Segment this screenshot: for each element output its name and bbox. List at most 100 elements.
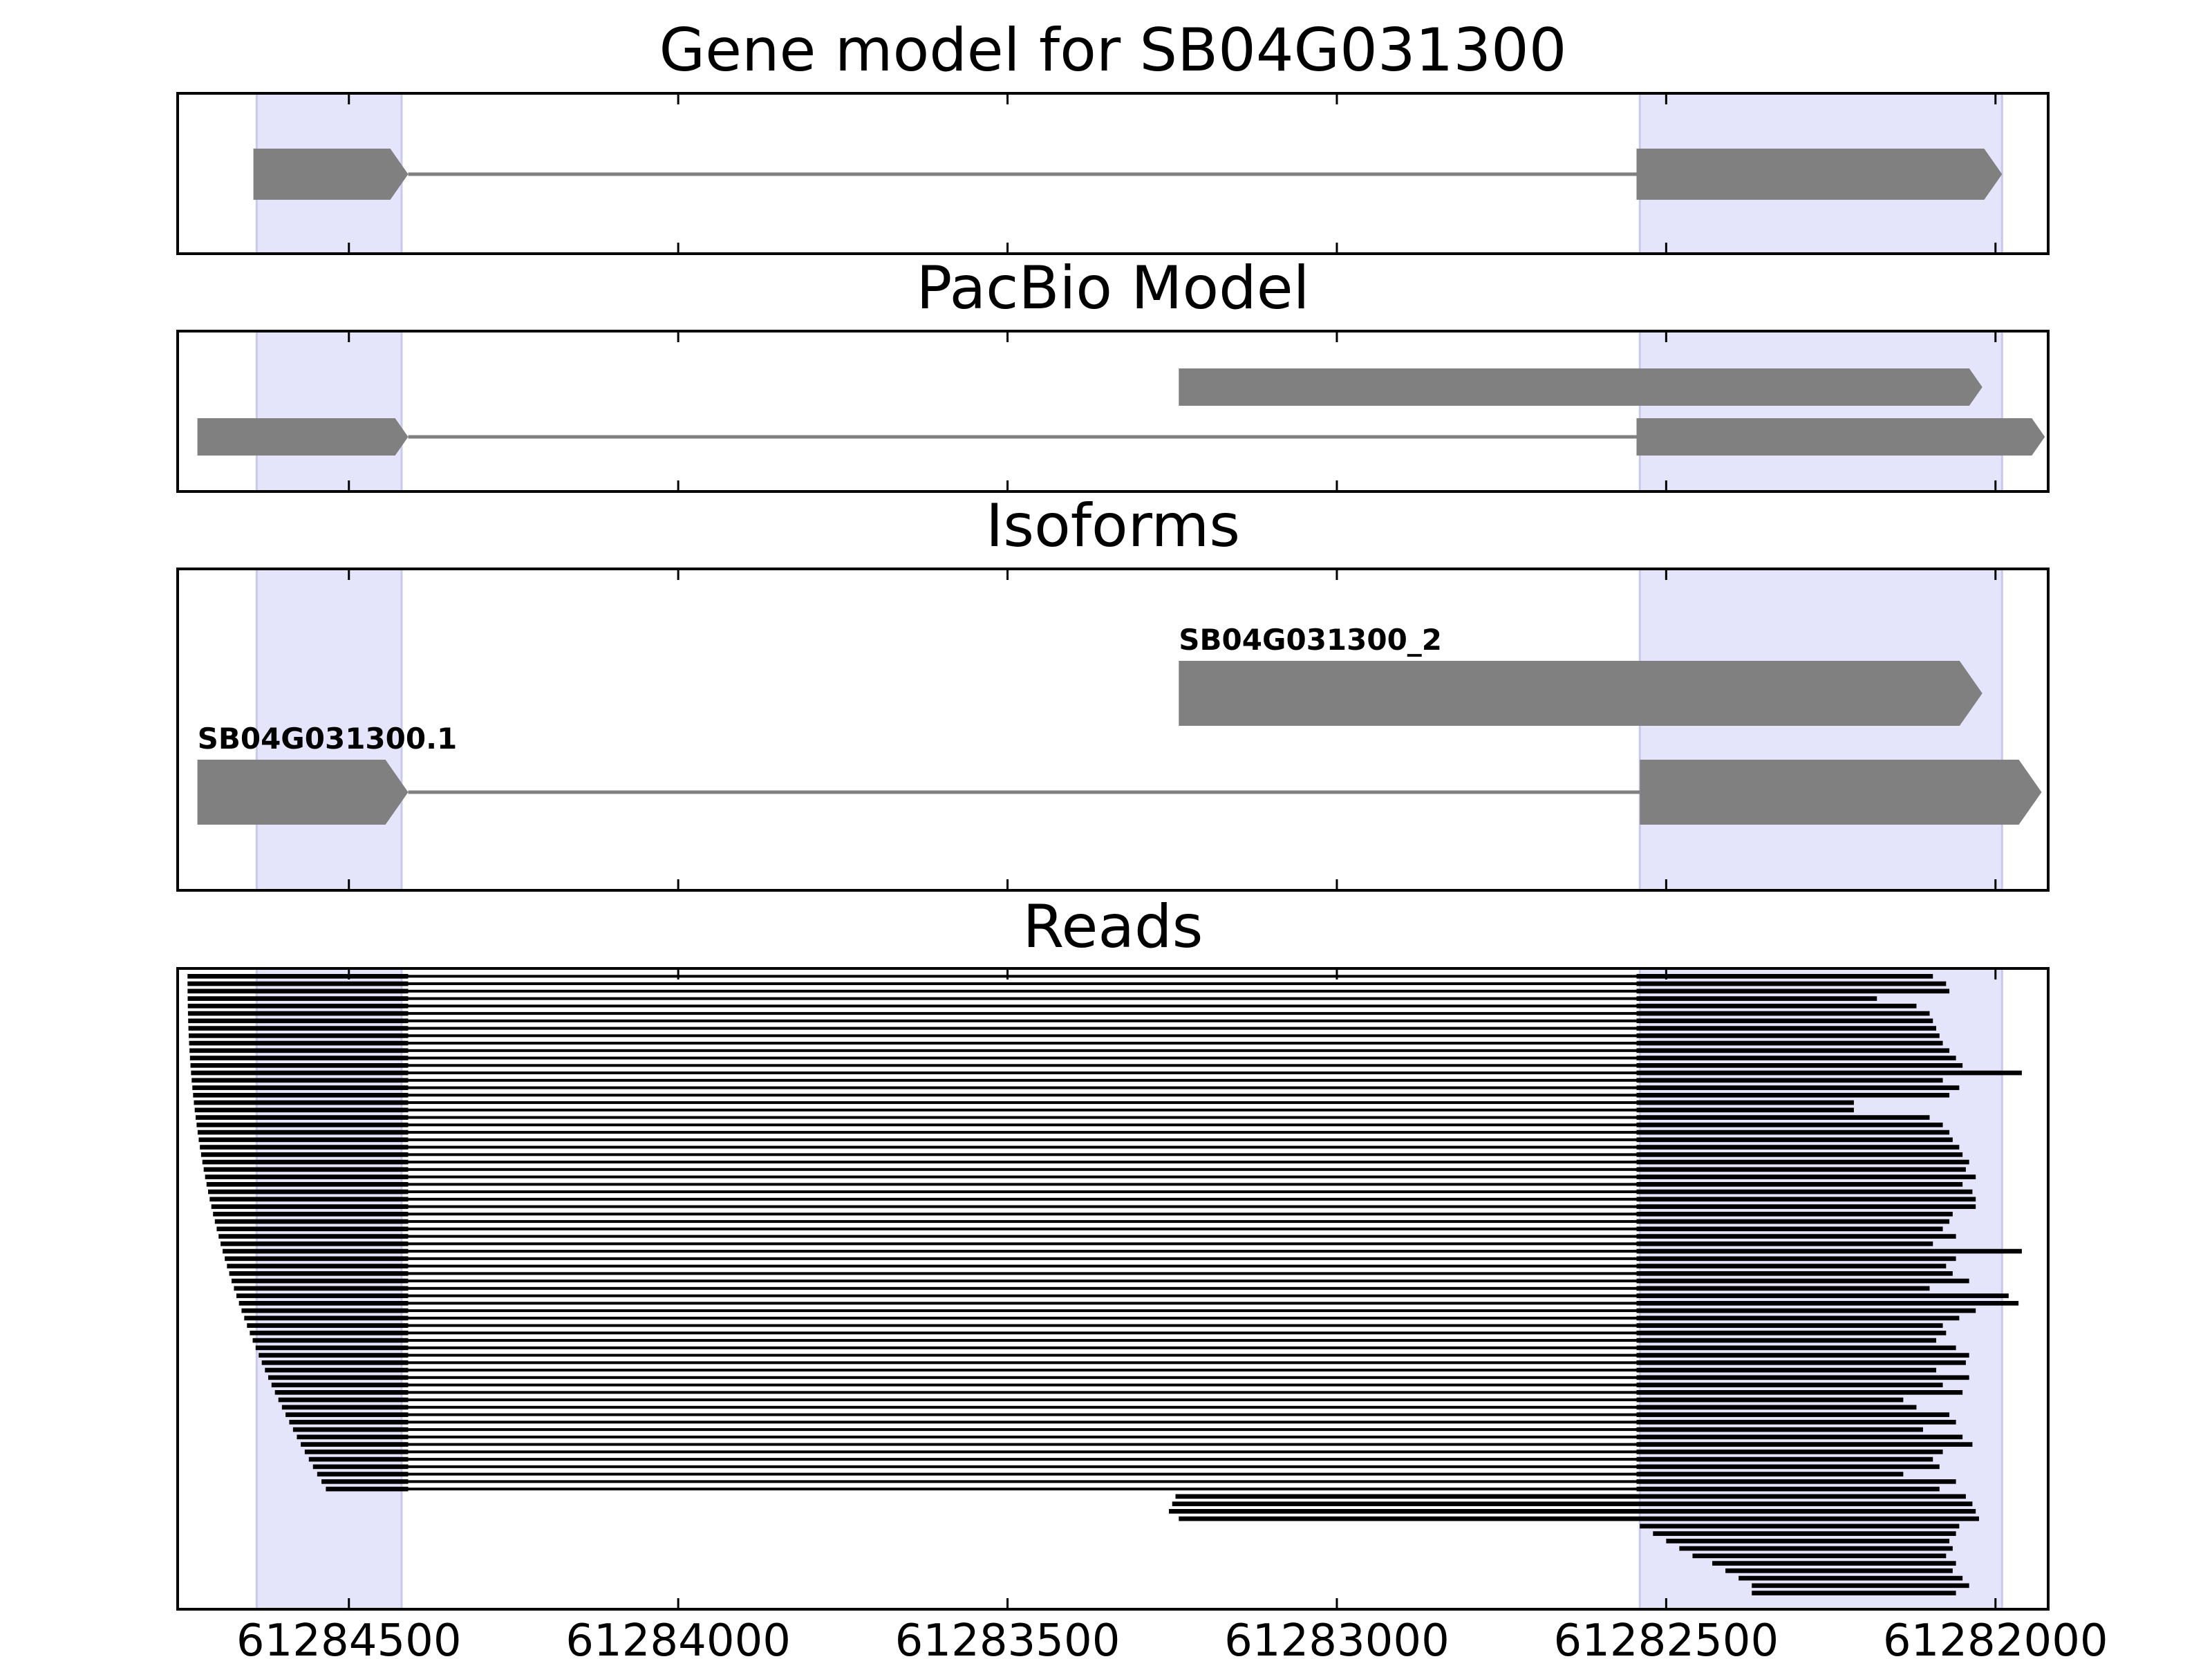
pacbio-exon-1-0 — [197, 418, 409, 456]
panel-frame-layer — [176, 92, 2050, 1611]
isoforms-exon-0-0 — [1179, 661, 1983, 726]
read-5-exon-1 — [187, 1011, 409, 1016]
read-64-exon-1 — [304, 1450, 409, 1454]
read-8-exon-1 — [189, 1033, 409, 1038]
read-0-exon-1 — [187, 974, 409, 979]
read-63-exon-2 — [1636, 1442, 1973, 1447]
read-66-intron — [408, 1465, 1637, 1468]
read-41-exon-2 — [1636, 1278, 1969, 1284]
read-39-intron — [408, 1264, 1637, 1268]
read-61-exon-1 — [292, 1427, 409, 1432]
read-55-intron — [408, 1383, 1637, 1387]
gene-exon-0-1 — [1636, 149, 2003, 200]
read-68-exon-2 — [1636, 1479, 1956, 1484]
read-18-intron — [408, 1108, 1637, 1112]
read-24-exon-1 — [200, 1152, 409, 1157]
read-51-exon-1 — [259, 1353, 409, 1358]
read-36-exon-2 — [1636, 1241, 1933, 1246]
read-74 — [1640, 1524, 1960, 1529]
read-28-exon-2 — [1636, 1182, 1963, 1187]
read-1-exon-1 — [187, 981, 409, 986]
read-7-exon-2 — [1636, 1026, 1937, 1031]
read-46-intron — [408, 1316, 1637, 1320]
reads-panel-frame — [176, 967, 2050, 1611]
read-56-exon-1 — [274, 1390, 409, 1395]
read-17-exon-1 — [194, 1100, 409, 1105]
read-24-exon-2 — [1636, 1152, 1963, 1157]
read-57-exon-2 — [1636, 1397, 1904, 1403]
read-15-exon-1 — [192, 1085, 409, 1090]
read-41-intron — [408, 1280, 1637, 1283]
read-49-exon-2 — [1636, 1338, 1937, 1343]
read-38-intron — [408, 1257, 1637, 1260]
read-48-exon-2 — [1636, 1331, 1947, 1335]
read-79 — [1712, 1561, 1956, 1566]
read-71 — [1172, 1501, 1973, 1506]
read-6-exon-1 — [188, 1018, 409, 1024]
x-tick-label-1: 61284000 — [565, 1615, 791, 1659]
read-4-exon-2 — [1636, 1004, 1917, 1009]
read-23-exon-1 — [200, 1145, 409, 1150]
gene-exon-0-0 — [253, 149, 409, 200]
read-52-intron — [408, 1361, 1637, 1365]
read-26-intron — [408, 1168, 1637, 1171]
read-8-intron — [408, 1034, 1637, 1038]
read-22-exon-2 — [1636, 1137, 1953, 1143]
read-13-exon-1 — [191, 1070, 409, 1076]
read-13-exon-2 — [1636, 1070, 2022, 1076]
read-37-exon-1 — [223, 1248, 409, 1254]
pacbio-panel-title: PacBio Model — [916, 254, 1309, 323]
read-5-intron — [408, 1012, 1637, 1015]
read-9-intron — [408, 1042, 1637, 1045]
read-38-exon-2 — [1636, 1256, 1956, 1262]
read-2-exon-1 — [187, 988, 409, 994]
read-60-exon-1 — [289, 1420, 409, 1425]
read-63-exon-1 — [301, 1442, 409, 1447]
read-75 — [1653, 1531, 1956, 1536]
read-43-exon-2 — [1636, 1293, 2009, 1298]
read-52-exon-1 — [261, 1360, 409, 1365]
read-61-intron — [408, 1428, 1637, 1432]
read-3-intron — [408, 997, 1637, 1000]
read-46-exon-2 — [1636, 1315, 1960, 1321]
read-49-exon-1 — [252, 1338, 409, 1343]
read-4-exon-1 — [187, 1004, 409, 1009]
read-60-intron — [408, 1421, 1637, 1424]
read-31-exon-1 — [211, 1204, 409, 1209]
read-68-intron — [408, 1480, 1637, 1483]
read-35-exon-2 — [1636, 1234, 1956, 1239]
read-42-exon-2 — [1636, 1286, 1930, 1291]
read-64-intron — [408, 1450, 1637, 1454]
read-27-exon-2 — [1636, 1174, 1976, 1179]
read-10-exon-2 — [1636, 1048, 1950, 1053]
read-22-exon-1 — [198, 1137, 409, 1143]
read-25-exon-2 — [1636, 1159, 1969, 1165]
read-4-intron — [408, 1004, 1637, 1008]
read-29-intron — [408, 1190, 1637, 1194]
read-33-exon-1 — [214, 1219, 409, 1224]
read-62-intron — [408, 1435, 1637, 1438]
read-7-intron — [408, 1027, 1637, 1030]
read-64-exon-2 — [1636, 1450, 1943, 1454]
read-8-exon-2 — [1636, 1033, 1940, 1038]
read-35-exon-1 — [218, 1234, 409, 1239]
read-39-exon-2 — [1636, 1264, 1947, 1268]
read-42-exon-1 — [234, 1286, 409, 1291]
read-28-intron — [408, 1183, 1637, 1186]
read-81 — [1738, 1575, 1963, 1581]
label-layer: SB04G031300_2 SB04G031300.1 Gene model for… — [198, 16, 2108, 1659]
read-69-exon-2 — [1636, 1486, 1940, 1492]
read-78 — [1692, 1553, 1947, 1559]
read-38-exon-1 — [225, 1256, 409, 1262]
read-50-intron — [408, 1346, 1637, 1349]
read-42-intron — [408, 1286, 1637, 1290]
read-48-exon-1 — [250, 1331, 409, 1335]
read-27-exon-1 — [205, 1174, 409, 1179]
read-2-intron — [408, 989, 1637, 993]
read-33-exon-2 — [1636, 1219, 1950, 1224]
read-56-intron — [408, 1391, 1637, 1394]
read-39-exon-1 — [227, 1264, 409, 1268]
pacbio-panel-frame — [176, 330, 2050, 493]
read-25-exon-1 — [202, 1159, 409, 1165]
read-56-exon-2 — [1636, 1390, 1963, 1395]
